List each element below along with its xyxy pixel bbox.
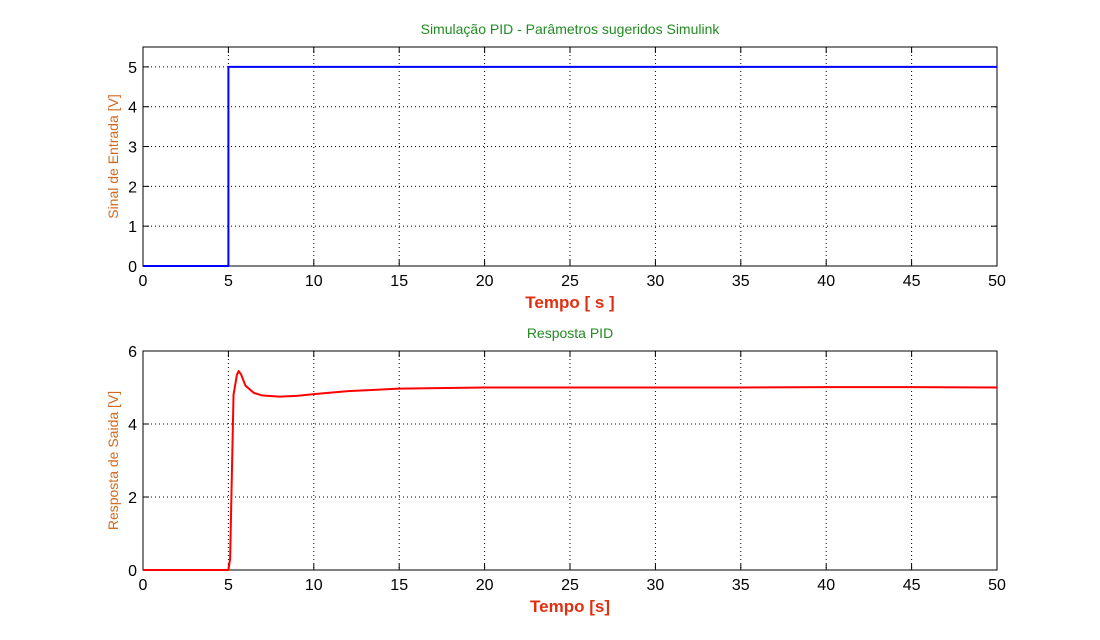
x-tick-label: 15 (390, 577, 408, 594)
x-tick-label: 5 (224, 273, 233, 290)
series-line-1 (143, 370, 998, 571)
y-tick-label: 2 (128, 179, 137, 196)
x-tick-label: 45 (903, 273, 921, 290)
x-axis-label: Tempo [s] (530, 597, 610, 616)
x-tick-label: 40 (817, 273, 835, 290)
y-tick-label: 4 (128, 100, 137, 117)
y-axis-label: Resposta de Saida [V] (105, 391, 121, 530)
x-tick-label: 0 (139, 273, 148, 290)
y-axis-label: Sinal de Entrada [V] (105, 94, 121, 219)
x-tick-label: 20 (476, 273, 494, 290)
x-axis-label: Tempo [ s ] (525, 293, 614, 312)
x-tick-label: 10 (305, 577, 323, 594)
x-tick-label: 30 (647, 273, 665, 290)
x-tick-label: 5 (224, 577, 233, 594)
x-tick-label: 10 (305, 273, 323, 290)
x-tick-label: 35 (732, 273, 750, 290)
x-tick-label: 45 (903, 577, 921, 594)
chart-panel-2: 0 5 10 15 20 25 30 35 40 45 50 0 2 4 6 Resposta PID Temp… (105, 325, 1006, 616)
chart-title: Simulação PID - Parâmetros sugeridos Sim… (421, 21, 721, 37)
y-tick-label: 1 (128, 219, 137, 236)
y-tick-label: 0 (128, 259, 137, 276)
x-tick-label: 40 (817, 577, 835, 594)
x-tick-label: 25 (561, 577, 579, 594)
y-tick-label: 2 (128, 490, 137, 507)
x-tick-label: 30 (647, 577, 665, 594)
series-line-1 (143, 65, 997, 267)
chart-title: Resposta PID (527, 325, 613, 341)
y-tick-label: 0 (128, 563, 137, 580)
y-tick-label: 3 (128, 140, 137, 157)
x-tick-label: 0 (139, 577, 148, 594)
x-tick-label: 50 (988, 577, 1006, 594)
x-tick-label: 20 (476, 577, 494, 594)
y-tick-label: 4 (128, 417, 137, 434)
x-tick-label: 50 (988, 273, 1006, 290)
y-tick-label: 6 (128, 344, 137, 361)
y-tick-label: 5 (128, 60, 137, 77)
x-tick-label: 15 (390, 273, 408, 290)
x-tick-label: 25 (561, 273, 579, 290)
x-tick-label: 35 (732, 577, 750, 594)
